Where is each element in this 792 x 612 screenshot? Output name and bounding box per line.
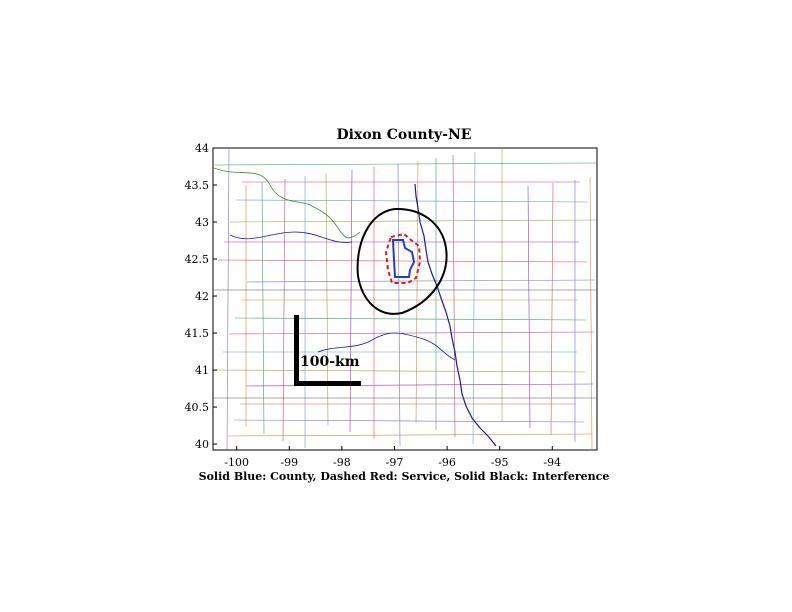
map-caption: Solid Blue: County, Dashed Red: Service,… (199, 470, 610, 483)
county-boundary-line (234, 317, 587, 321)
county-boundary-line (349, 169, 353, 433)
county-boundary-line (261, 181, 265, 435)
county-boundary-line (217, 259, 588, 263)
state-border-line (414, 183, 497, 447)
scale-bar-horizontal (294, 381, 361, 386)
y-tick-label: 40 (195, 438, 209, 451)
platte-river-line (317, 332, 456, 361)
river-line (213, 167, 361, 239)
county-boundary-line (527, 185, 531, 429)
county-boundary-line (229, 219, 597, 223)
county-boundary-line (550, 182, 554, 436)
y-tick-label: 43.5 (185, 179, 210, 192)
y-tick-label: 41 (195, 364, 209, 377)
county-boundary-line (226, 147, 230, 451)
service-contour (384, 232, 422, 284)
x-tick-label: -100 (224, 456, 249, 469)
coverage-contours (356, 207, 448, 315)
x-tick-label: -95 (491, 456, 509, 469)
map-features (213, 167, 597, 447)
scale-bar-vertical (294, 315, 299, 385)
county-outline (391, 239, 416, 278)
interference-contour (356, 207, 448, 315)
county-boundary-line (216, 369, 586, 373)
x-tick-label: -99 (280, 456, 298, 469)
y-tick-label: 41.5 (185, 327, 210, 340)
y-tick-label: 42 (195, 290, 209, 303)
y-tick-label: 42.5 (185, 253, 210, 266)
x-axis-ticks: -100 -99 -98 -97 -96 -95 -94 (224, 446, 561, 469)
county-boundary-line (472, 151, 476, 445)
y-tick-label: 43 (195, 216, 209, 229)
map-frame (212, 147, 598, 451)
y-tick-label: 44 (195, 142, 209, 155)
y-tick-label: 40.5 (185, 401, 210, 414)
county-boundary-line (397, 163, 401, 447)
map-title: Dixon County-NE (337, 127, 472, 143)
county-boundary-line (282, 178, 286, 442)
county-boundary-line (452, 154, 456, 438)
county-boundary-line (228, 331, 595, 335)
county-boundary-line (589, 176, 593, 450)
scale-bar: 100-km (294, 315, 361, 386)
county-boundary-line (235, 199, 589, 203)
x-tick-label: -98 (333, 456, 351, 469)
scale-bar-label: 100-km (300, 354, 360, 370)
y-axis-ticks: 44 43.5 43 42.5 42 41.5 41 40.5 40 (185, 142, 217, 451)
county-boundary-line (212, 162, 598, 166)
county-boundary-line (246, 279, 596, 283)
river-line-2 (229, 231, 353, 243)
x-tick-label: -96 (438, 456, 456, 469)
x-tick-label: -97 (386, 456, 404, 469)
x-tick-label: -94 (543, 456, 561, 469)
county-boundary-line (227, 433, 593, 437)
county-boundary-line (233, 419, 585, 423)
